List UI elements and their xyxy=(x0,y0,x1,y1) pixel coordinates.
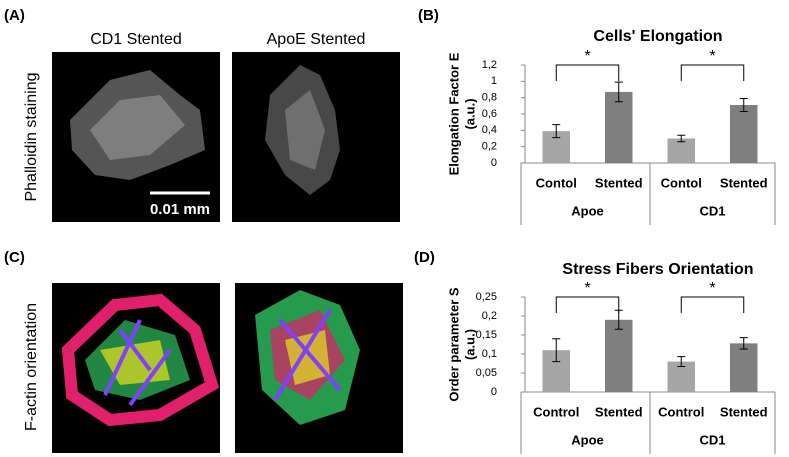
y-tick-label: 0 xyxy=(491,157,497,169)
y-tick-label: 0,4 xyxy=(482,124,497,136)
error-bar xyxy=(552,124,561,139)
column-title: ApoE Stented xyxy=(267,31,366,48)
y-tick-label: 0,8 xyxy=(482,92,497,104)
y-tick-label: 0,25 xyxy=(476,291,497,303)
y-axis-label: (a.u.) xyxy=(462,329,477,360)
significance-bracket xyxy=(555,296,620,313)
group-label: Apoe xyxy=(571,203,604,218)
y-tick-label: 1 xyxy=(491,75,497,87)
bar xyxy=(605,319,633,392)
chart-title: Stress Fibers Orientation xyxy=(562,261,753,278)
row-label: Phalloidin staining xyxy=(23,73,40,202)
chart-title: Cells' Elongation xyxy=(593,28,722,45)
y-tick-label: 0,6 xyxy=(482,108,497,120)
bar xyxy=(730,343,758,392)
group-label: CD1 xyxy=(699,432,725,447)
y-tick-label: 1,2 xyxy=(482,59,497,71)
error-bar xyxy=(552,338,561,363)
error-bar xyxy=(739,97,748,113)
significance-bracket xyxy=(680,64,745,81)
y-tick-label: 0,1 xyxy=(482,348,497,360)
significance-mark: * xyxy=(584,48,590,65)
panel-label: (C) xyxy=(4,249,25,266)
x-tick-label: Stented xyxy=(595,404,643,419)
group-label: Apoe xyxy=(571,432,604,447)
panel-label: (A) xyxy=(4,7,25,24)
y-tick-label: 0,2 xyxy=(482,141,497,153)
significance-mark: * xyxy=(709,48,715,65)
bar xyxy=(667,138,695,163)
y-tick-label: 0 xyxy=(491,386,497,398)
y-axis-label: (a.u.) xyxy=(462,98,477,129)
error-bar xyxy=(614,81,623,103)
y-axis-label: Elongation Factor E xyxy=(446,52,461,175)
y-tick-label: 0,15 xyxy=(476,329,497,341)
x-tick-label: Stented xyxy=(720,175,768,190)
orientation-map xyxy=(52,283,220,453)
bar xyxy=(730,105,758,163)
x-tick-label: Control xyxy=(658,404,704,419)
orientation-map xyxy=(235,283,403,453)
error-bar xyxy=(739,337,748,350)
panel-label: (B) xyxy=(418,7,439,24)
micrograph xyxy=(232,52,400,222)
y-tick-label: 0,05 xyxy=(476,367,497,379)
significance-mark: * xyxy=(709,280,715,297)
group-label: CD1 xyxy=(699,203,725,218)
column-title: CD1 Stented xyxy=(90,31,182,48)
error-bar xyxy=(677,356,686,368)
row-label: F-actin orientation xyxy=(23,303,40,431)
x-tick-label: Contol xyxy=(536,175,577,190)
panel-label: (D) xyxy=(414,249,435,266)
x-tick-label: Stented xyxy=(720,404,768,419)
significance-bracket xyxy=(555,64,620,81)
y-axis-label: Order parameter S xyxy=(446,287,461,401)
significance-bracket xyxy=(680,296,745,313)
x-tick-label: Stented xyxy=(595,175,643,190)
x-tick-label: Control xyxy=(533,404,579,419)
significance-mark: * xyxy=(584,280,590,297)
x-tick-label: Contol xyxy=(661,175,702,190)
micrograph: 0.01 mm xyxy=(52,52,220,222)
y-tick-label: 0,2 xyxy=(482,310,497,322)
bar xyxy=(605,91,633,163)
scale-bar-label: 0.01 mm xyxy=(150,201,210,218)
error-bar xyxy=(677,134,686,143)
